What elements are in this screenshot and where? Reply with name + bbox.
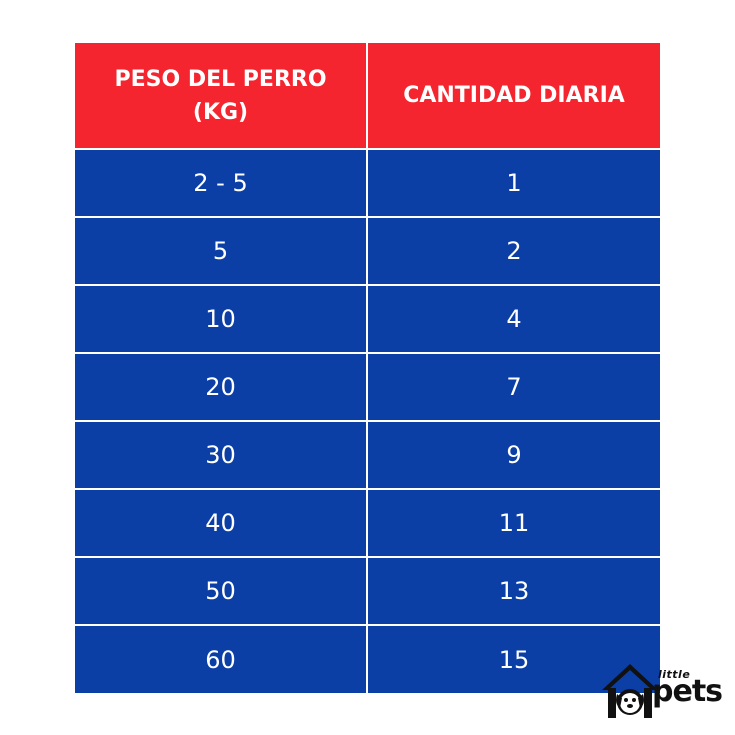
cell-dog-weight: 10 bbox=[75, 284, 368, 354]
cell-dog-weight: 30 bbox=[75, 420, 368, 490]
table-row: 20 7 bbox=[75, 352, 660, 422]
cell-dog-weight: 60 bbox=[75, 624, 368, 693]
logo-small-text: little bbox=[658, 668, 691, 681]
table-row: 30 9 bbox=[75, 420, 660, 490]
header-dog-weight: PESO DEL PERRO (KG) bbox=[75, 43, 368, 150]
cell-daily-amount: 11 bbox=[366, 488, 660, 558]
little-pets-logo: little pets bbox=[600, 660, 725, 720]
cell-daily-amount: 2 bbox=[366, 216, 660, 286]
cell-daily-amount: 15 bbox=[366, 624, 660, 693]
table-row: 60 15 bbox=[75, 624, 660, 693]
feeding-table: PESO DEL PERRO (KG) CANTIDAD DIARIA 2 - … bbox=[75, 43, 660, 693]
cell-daily-amount: 1 bbox=[366, 148, 660, 218]
table-row: 10 4 bbox=[75, 284, 660, 354]
cell-dog-weight: 50 bbox=[75, 556, 368, 626]
cell-dog-weight: 40 bbox=[75, 488, 368, 558]
cell-daily-amount: 4 bbox=[366, 284, 660, 354]
cell-dog-weight: 5 bbox=[75, 216, 368, 286]
table-row: 50 13 bbox=[75, 556, 660, 626]
cell-daily-amount: 13 bbox=[366, 556, 660, 626]
table-header-row: PESO DEL PERRO (KG) CANTIDAD DIARIA bbox=[75, 43, 660, 150]
cell-daily-amount: 7 bbox=[366, 352, 660, 422]
cell-dog-weight: 20 bbox=[75, 352, 368, 422]
logo-big-text: pets bbox=[652, 674, 723, 709]
table-body: 2 - 5 1 5 2 10 4 20 7 30 9 40 11 50 13 60 15 bbox=[75, 148, 660, 693]
cell-daily-amount: 9 bbox=[366, 420, 660, 490]
header-daily-amount: CANTIDAD DIARIA bbox=[366, 43, 660, 150]
house-dog-icon bbox=[602, 664, 658, 718]
table-row: 40 11 bbox=[75, 488, 660, 558]
cell-dog-weight: 2 - 5 bbox=[75, 148, 368, 218]
